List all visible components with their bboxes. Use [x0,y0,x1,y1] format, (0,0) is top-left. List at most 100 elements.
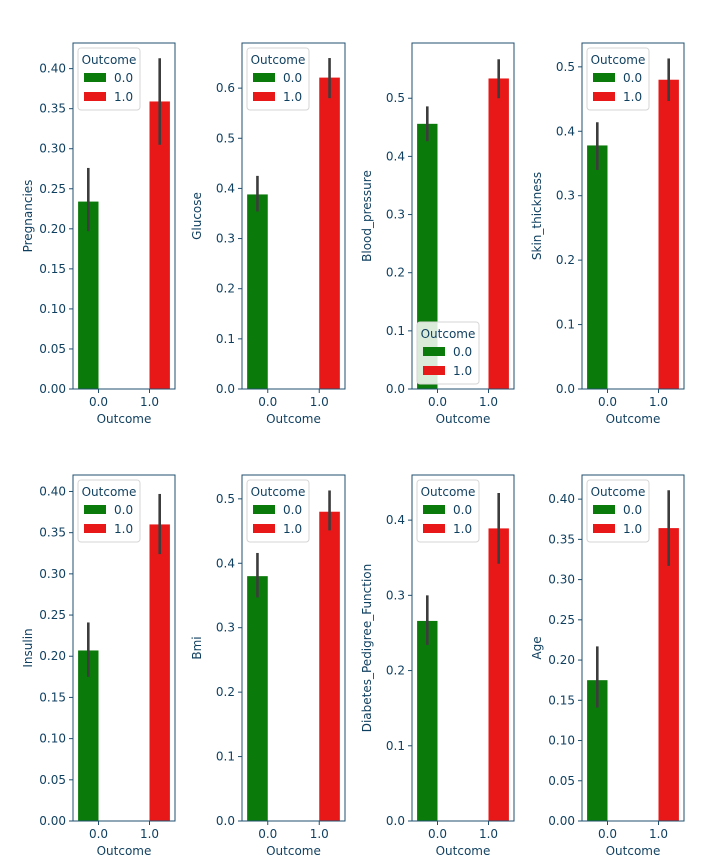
y-axis-label: Glucose [190,192,204,240]
legend-label: 1.0 [114,522,133,536]
legend: Outcome 0.0 1.0 [246,47,310,111]
y-tick-label: 0.40 [548,492,575,506]
chart-panel-skin_thickness: 0.0 0.1 0.2 0.3 0.4 0.5 0.0 1.0 Outcome Skin_thic… [530,42,685,426]
legend-swatch [84,505,106,514]
bar-outcome-1.0 [658,79,679,389]
legend: Outcome 0.0 1.0 [586,47,650,111]
y-tick-label: 0.35 [39,526,66,540]
x-tick-label: 1.0 [140,395,159,409]
y-tick-label: 0.4 [386,513,405,527]
bar-outcome-0.0 [247,576,268,821]
legend-swatch [84,92,106,101]
y-tick-label: 0.4 [556,124,575,138]
x-tick-label: 1.0 [310,395,329,409]
y-tick-label: 0.5 [386,91,405,105]
legend-title: Outcome [82,53,137,67]
y-tick-label: 0.25 [548,613,575,627]
legend-title: Outcome [421,327,476,341]
chart-panel-age: 0.00 0.05 0.10 0.15 0.20 0.25 0.30 0.35 0.40 0.0 1… [530,474,685,858]
x-tick-label: 0.0 [258,395,277,409]
legend-label: 0.0 [114,503,133,517]
bar-outcome-1.0 [319,511,340,821]
legend-label: 1.0 [283,522,302,536]
bar-outcome-1.0 [149,524,170,821]
legend-swatch [423,505,445,514]
x-tick-label: 0.0 [598,827,617,841]
x-axis-label: Outcome [606,844,661,858]
legend-title: Outcome [591,485,646,499]
x-tick-label: 1.0 [140,827,159,841]
legend-label: 0.0 [283,503,302,517]
y-tick-label: 0.3 [386,588,405,602]
legend-label: 0.0 [114,71,133,85]
y-tick-label: 0.5 [216,492,235,506]
y-tick-label: 0.0 [556,382,575,396]
legend-swatch [253,524,275,533]
bar-outcome-1.0 [488,78,509,390]
y-tick-label: 0.10 [39,302,66,316]
y-tick-label: 0.4 [216,181,235,195]
y-tick-label: 0.0 [386,814,405,828]
x-tick-label: 1.0 [649,395,668,409]
axes-frame [581,474,685,822]
legend-swatch [593,524,615,533]
bar-outcome-0.0 [417,620,438,821]
x-tick-label: 1.0 [479,395,498,409]
legend-swatch [593,505,615,514]
y-tick-label: 0.0 [216,814,235,828]
legend-label: 0.0 [623,503,642,517]
y-tick-label: 0.05 [548,774,575,788]
legend-title: Outcome [251,485,306,499]
legend-swatch [423,524,445,533]
y-tick-label: 0.15 [39,262,66,276]
chart-panel-bmi: 0.0 0.1 0.2 0.3 0.4 0.5 0.0 1.0 Outcome Bmi Outcom… [190,474,346,858]
chart-panel-glucose: 0.0 0.1 0.2 0.3 0.4 0.5 0.6 0.0 1.0 Outcome Glucos… [190,42,346,426]
y-tick-label: 0.5 [556,60,575,74]
axes-frame [241,42,346,390]
y-tick-label: 0.2 [556,253,575,267]
y-axis-label: Pregnancies [21,180,35,253]
y-tick-label: 0.35 [39,102,66,116]
axes-frame [581,42,685,390]
y-tick-label: 0.6 [216,81,235,95]
y-tick-label: 0.1 [216,750,235,764]
axes-frame [411,42,515,390]
axes-frame [72,474,176,822]
bar-outcome-0.0 [587,680,608,821]
x-axis-label: Outcome [436,412,491,426]
chart-panel-pregnancies: 0.00 0.05 0.10 0.15 0.20 0.25 0.30 0.35 0.40 0.0 1… [21,42,176,426]
x-tick-label: 0.0 [89,827,108,841]
bar-outcome-0.0 [78,650,99,821]
x-axis-label: Outcome [266,412,321,426]
legend-swatch [253,92,275,101]
axes-frame [241,474,346,822]
y-axis-label: Age [530,636,544,659]
legend: Outcome 0.0 1.0 [77,479,141,543]
x-axis-label: Outcome [266,844,321,858]
y-tick-label: 0.40 [39,62,66,76]
x-axis-label: Outcome [436,844,491,858]
legend-title: Outcome [591,53,646,67]
y-axis-label: Bmi [190,636,204,659]
x-axis-label: Outcome [97,844,152,858]
x-tick-label: 0.0 [428,395,447,409]
legend-label: 1.0 [453,364,472,378]
y-tick-label: 0.35 [548,532,575,546]
legend-swatch [423,366,445,375]
legend-label: 1.0 [283,90,302,104]
y-tick-label: 0.00 [548,814,575,828]
legend-swatch [423,347,445,356]
y-tick-label: 0.20 [39,222,66,236]
y-tick-label: 0.0 [386,382,405,396]
y-tick-label: 0.4 [386,149,405,163]
legend-title: Outcome [421,485,476,499]
y-tick-label: 0.10 [548,734,575,748]
y-tick-label: 0.05 [39,773,66,787]
y-tick-label: 0.3 [556,189,575,203]
y-tick-label: 0.25 [39,608,66,622]
y-tick-label: 0.10 [39,732,66,746]
bar-outcome-0.0 [78,201,99,389]
y-tick-label: 0.1 [216,332,235,346]
y-tick-label: 0.2 [216,685,235,699]
